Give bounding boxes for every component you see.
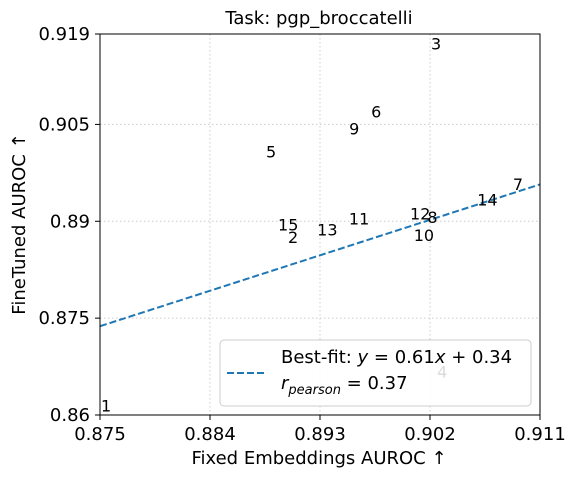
chart-title: Task: pgp_broccatelli xyxy=(224,8,412,29)
point-label-6: 6 xyxy=(371,102,381,121)
point-label-14: 14 xyxy=(477,190,497,209)
point-label-2: 2 xyxy=(288,228,298,247)
legend-fit-equation: Best-fit: y = 0.61x + 0.34 xyxy=(281,347,512,368)
y-tick-label: 0.905 xyxy=(38,114,90,135)
point-label-13: 13 xyxy=(317,221,337,240)
point-label-5: 5 xyxy=(266,143,276,162)
point-label-7: 7 xyxy=(513,175,523,194)
point-label-12: 12 xyxy=(410,205,430,224)
point-label-1: 1 xyxy=(101,396,111,415)
y-axis-ticks: 0.86 0.875 0.89 0.905 0.919 xyxy=(38,24,100,426)
x-tick-label: 0.902 xyxy=(404,424,456,445)
legend: Best-fit: y = 0.61x + 0.34 rpearson = 0.… xyxy=(219,339,532,407)
x-axis-label: Fixed Embeddings AUROC ↑ xyxy=(191,448,446,469)
point-labels: 123456789101112131415 xyxy=(101,35,523,416)
legend-pearson-r: rpearson = 0.37 xyxy=(281,373,408,398)
x-tick-label: 0.884 xyxy=(184,424,236,445)
y-tick-label: 0.875 xyxy=(38,308,90,329)
point-label-10: 10 xyxy=(414,226,434,245)
y-tick-label: 0.86 xyxy=(50,405,90,426)
x-tick-label: 0.911 xyxy=(514,424,566,445)
point-label-15: 15 xyxy=(278,216,298,235)
point-label-3: 3 xyxy=(431,35,441,54)
point-label-11: 11 xyxy=(349,210,369,229)
legend-box xyxy=(219,339,532,407)
x-tick-label: 0.893 xyxy=(294,424,346,445)
point-label-8: 8 xyxy=(427,208,437,227)
x-tick-label: 0.875 xyxy=(74,424,126,445)
y-axis-label: FineTuned AUROC ↑ xyxy=(9,133,30,314)
y-tick-label: 0.89 xyxy=(50,211,90,232)
best-fit-line xyxy=(99,183,541,328)
y-tick-label: 0.919 xyxy=(38,24,90,45)
point-label-9: 9 xyxy=(349,119,359,138)
x-axis-ticks: 0.875 0.884 0.893 0.902 0.911 xyxy=(74,415,566,445)
